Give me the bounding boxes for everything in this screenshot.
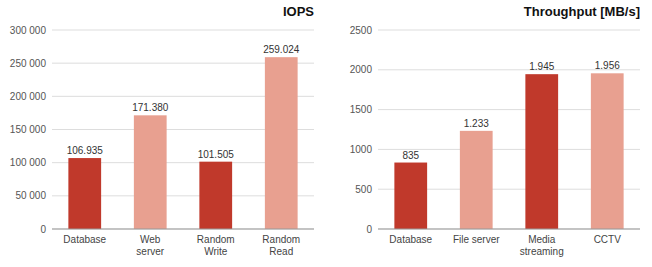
y-tick-label: 0	[40, 224, 46, 235]
bar	[591, 73, 624, 229]
bar	[265, 57, 298, 229]
x-tick-label: RandomRead	[262, 234, 300, 257]
y-tick-label: 50 000	[15, 190, 46, 201]
chart-title: IOPS	[283, 4, 314, 19]
grid-line	[378, 229, 640, 230]
y-tick-label: 2000	[350, 64, 373, 75]
chart-svg: IOPS 0 50 000 100 000 150 000 200 000 250 000 3…	[0, 0, 652, 267]
panel: IOPS 0 50 000 100 000 150 000 200 000 250 000 3…	[10, 4, 314, 257]
bar	[460, 131, 493, 229]
bar	[68, 158, 101, 229]
x-tick-label: Database	[63, 234, 106, 245]
chart-root: IOPS 0 50 000 100 000 150 000 200 000 250 000 3…	[0, 0, 652, 267]
grid-line	[378, 30, 640, 31]
x-tick-label: RandomWrite	[197, 234, 235, 257]
x-tick-label: Mediastreaming	[520, 234, 564, 257]
data-label: 1.233	[464, 118, 489, 129]
data-label: 835	[402, 150, 419, 161]
grid-line	[52, 229, 314, 230]
x-axis-line	[52, 229, 314, 230]
x-tick-label: Database	[389, 234, 432, 245]
y-tick-label: 500	[355, 184, 372, 195]
y-tick-label: 1000	[350, 144, 373, 155]
bar	[525, 74, 558, 229]
x-tick-label: CCTV	[594, 234, 622, 245]
bar	[134, 115, 167, 229]
x-tick-label: Webserver	[136, 234, 164, 257]
bar	[394, 163, 427, 229]
x-axis-line	[378, 229, 640, 230]
x-tick-label: File server	[453, 234, 500, 245]
y-tick-label: 100 000	[10, 157, 47, 168]
data-label: 1.956	[595, 60, 620, 71]
data-label: 1.945	[529, 61, 554, 72]
grid-line	[52, 30, 314, 31]
bars	[394, 73, 623, 229]
data-label: 171.380	[132, 102, 169, 113]
chart-title: Throughput [MB/s]	[524, 4, 640, 19]
y-tick-label: 0	[366, 224, 372, 235]
y-tick-label: 300 000	[10, 25, 47, 36]
y-tick-label: 150 000	[10, 124, 47, 135]
data-label: 101.505	[198, 149, 235, 160]
bar	[199, 162, 232, 229]
y-tick-label: 200 000	[10, 91, 47, 102]
panel: Throughput [MB/s] 0 500 1000 1500 2000 2500 835…	[350, 4, 640, 257]
y-tick-label: 250 000	[10, 58, 47, 69]
data-label: 106.935	[67, 145, 104, 156]
y-tick-label: 2500	[350, 25, 373, 36]
y-tick-label: 1500	[350, 104, 373, 115]
bars	[68, 57, 297, 229]
data-label: 259.024	[263, 44, 300, 55]
